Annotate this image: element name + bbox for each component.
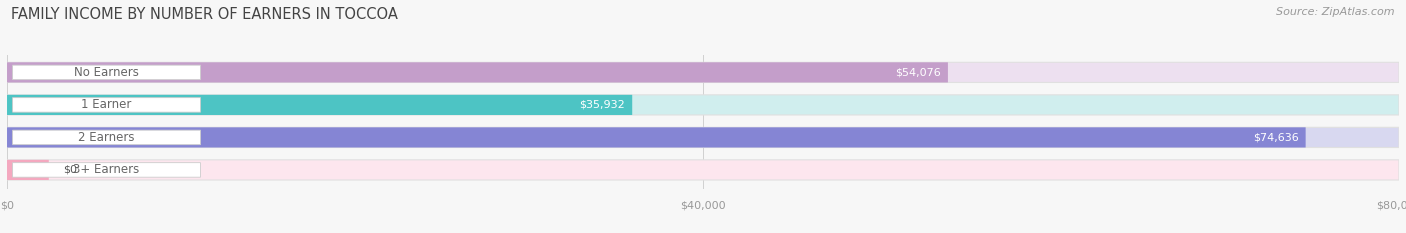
FancyBboxPatch shape bbox=[13, 130, 201, 145]
Text: $35,932: $35,932 bbox=[579, 100, 626, 110]
FancyBboxPatch shape bbox=[7, 95, 1399, 115]
FancyBboxPatch shape bbox=[7, 62, 1399, 82]
Text: $54,076: $54,076 bbox=[896, 67, 941, 77]
FancyBboxPatch shape bbox=[7, 95, 633, 115]
FancyBboxPatch shape bbox=[13, 98, 201, 112]
Text: $0: $0 bbox=[63, 165, 77, 175]
Text: No Earners: No Earners bbox=[75, 66, 139, 79]
FancyBboxPatch shape bbox=[7, 127, 1306, 147]
FancyBboxPatch shape bbox=[7, 160, 1399, 180]
FancyBboxPatch shape bbox=[7, 127, 1399, 147]
FancyBboxPatch shape bbox=[13, 65, 201, 80]
Text: 3+ Earners: 3+ Earners bbox=[73, 163, 139, 176]
FancyBboxPatch shape bbox=[13, 163, 201, 177]
FancyBboxPatch shape bbox=[7, 62, 948, 82]
Text: FAMILY INCOME BY NUMBER OF EARNERS IN TOCCOA: FAMILY INCOME BY NUMBER OF EARNERS IN TO… bbox=[11, 7, 398, 22]
Text: 2 Earners: 2 Earners bbox=[79, 131, 135, 144]
Text: 1 Earner: 1 Earner bbox=[82, 98, 132, 111]
Text: Source: ZipAtlas.com: Source: ZipAtlas.com bbox=[1277, 7, 1395, 17]
FancyBboxPatch shape bbox=[7, 160, 49, 180]
Text: $74,636: $74,636 bbox=[1253, 132, 1299, 142]
